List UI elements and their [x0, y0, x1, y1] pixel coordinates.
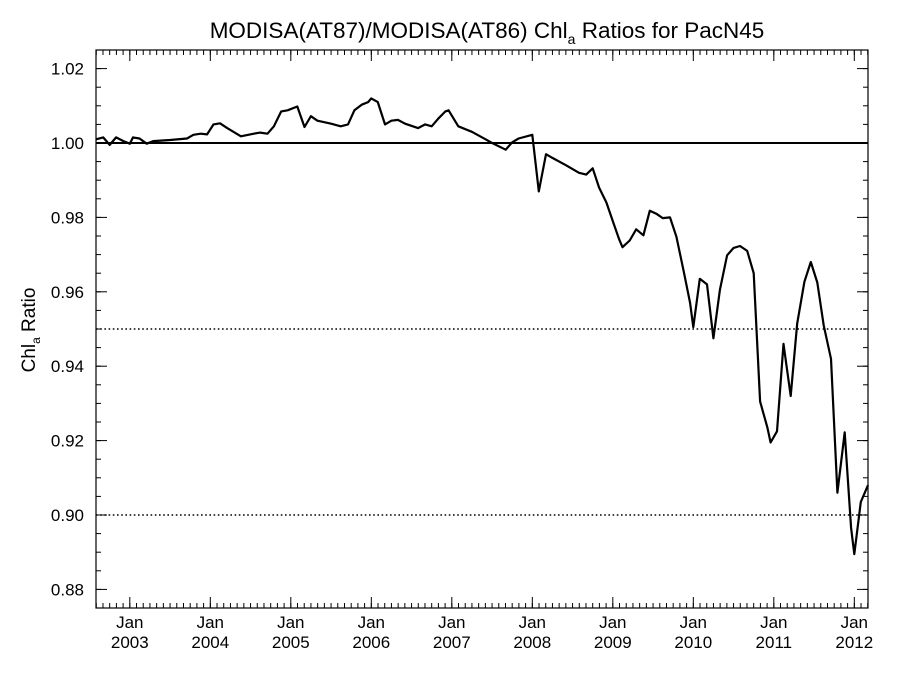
x-tick-label-year: 2012: [835, 633, 873, 652]
chart-title-rest: Ratios for PacN45: [575, 18, 764, 43]
series-group: [95, 97, 870, 556]
axis-ticks: [95, 49, 869, 609]
reference-lines: [96, 142, 868, 516]
x-tick-label-month: Jan: [197, 613, 224, 632]
y-tick-label: 0.96: [51, 283, 84, 302]
series-line-0: [95, 97, 870, 556]
x-tick-label-year: 2004: [191, 633, 229, 652]
x-tick-label-year: 2006: [352, 633, 390, 652]
y-tick-label: 0.90: [51, 506, 84, 525]
x-tick-label-year: 2011: [756, 633, 793, 652]
chart-title-subscript: a: [568, 31, 576, 47]
plot-frame: [95, 49, 869, 609]
x-tick-label-month: Jan: [358, 613, 385, 632]
y-axis-label: Chla Ratio: [19, 288, 43, 373]
axis-tick-labels: 0.880.900.920.940.960.981.001.02Jan2003J…: [51, 60, 873, 652]
x-tick-label-month: Jan: [116, 613, 143, 632]
y-axis-label-subscript: a: [29, 337, 43, 344]
x-tick-label-year: 2005: [272, 633, 310, 652]
x-tick-label-month: Jan: [277, 613, 304, 632]
chart-title-main: MODISA(AT87)/MODISA(AT86) Chl: [210, 18, 568, 43]
x-tick-label-month: Jan: [760, 613, 787, 632]
y-tick-label: 0.98: [51, 208, 84, 227]
x-tick-label-month: Jan: [599, 613, 626, 632]
y-tick-label: 0.94: [51, 357, 84, 376]
y-axis-label-main: Chl: [19, 344, 40, 373]
y-tick-label: 1.02: [51, 60, 84, 79]
x-tick-label-year: 2007: [433, 633, 471, 652]
x-tick-label-month: Jan: [519, 613, 546, 632]
x-tick-label-month: Jan: [841, 613, 868, 632]
x-tick-label-year: 2010: [674, 633, 712, 652]
y-tick-label: 0.92: [51, 432, 84, 451]
y-tick-label: 0.88: [51, 580, 84, 599]
x-tick-label-year: 2009: [594, 633, 632, 652]
x-tick-label-month: Jan: [438, 613, 465, 632]
y-tick-label: 1.00: [51, 134, 84, 153]
x-tick-label-year: 2008: [513, 633, 551, 652]
x-tick-label-month: Jan: [680, 613, 707, 632]
chart-title: MODISA(AT87)/MODISA(AT86) Chla Ratios fo…: [210, 18, 765, 47]
x-tick-label-year: 2003: [111, 633, 149, 652]
y-axis-label-rest: Ratio: [19, 288, 40, 338]
